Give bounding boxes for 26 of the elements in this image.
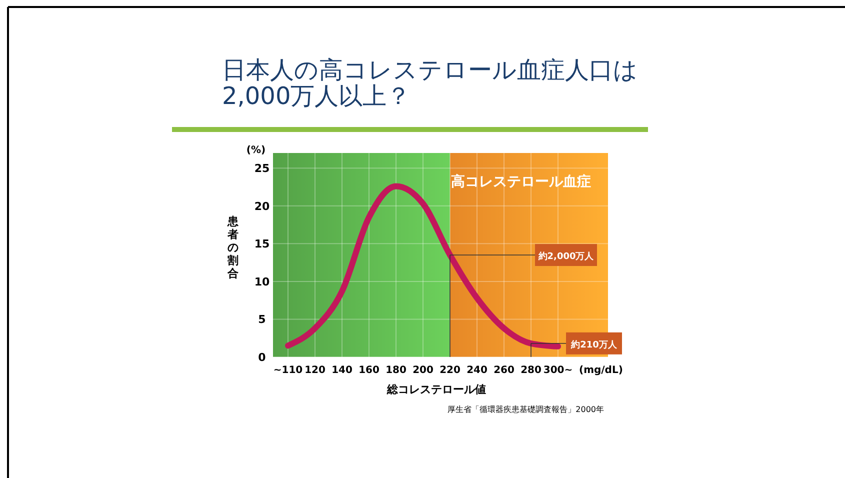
x-tick-label: 200	[412, 365, 434, 376]
y-tick-label: 20	[254, 200, 270, 213]
x-tick-label: 280	[520, 365, 542, 376]
x-tick-label: 300~	[543, 365, 573, 376]
x-tick-label: 140	[332, 365, 352, 376]
annotation: 約210万人	[570, 339, 618, 350]
y-tick-label: 10	[254, 275, 270, 288]
text: (mg/dL)	[579, 365, 623, 376]
band-label: 高コレステロール血症	[451, 173, 591, 190]
x-tick-label: 260	[494, 365, 514, 376]
y-tick-label: 25	[254, 162, 270, 176]
x-tick-label: ~110	[273, 365, 303, 376]
x-tick-label: 220	[440, 365, 460, 376]
chart-title: 日本人の高コレステロール血症人口は 2,000万人以上？	[222, 56, 638, 110]
text: 厚生省「循環器疾患基礎調査報告」2000年	[448, 405, 604, 414]
annotation: 約2,000万人	[537, 251, 595, 262]
y-tick-label: 15	[254, 238, 270, 251]
x-tick-label: 120	[304, 365, 326, 376]
y-axis-title: 患者の割合	[226, 215, 240, 280]
y-tick-label: 5	[258, 313, 266, 326]
x-tick-label: 180	[386, 365, 406, 376]
text: (%)	[246, 145, 266, 156]
x-axis-title: 総コレステロール値	[386, 383, 486, 396]
y-tick-label: 0	[258, 351, 266, 364]
x-tick-label: 240	[466, 365, 488, 376]
x-tick-label: 160	[358, 365, 380, 376]
